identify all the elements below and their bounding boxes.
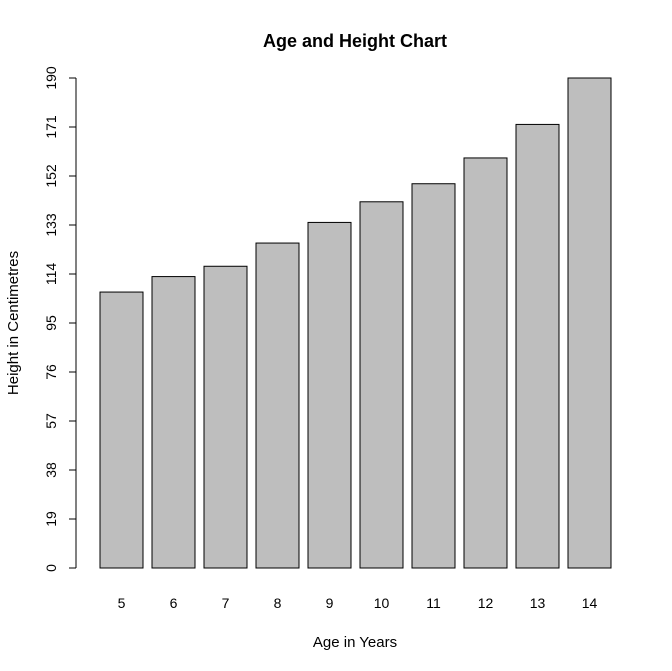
bar-6 xyxy=(151,276,196,569)
bar-12 xyxy=(463,157,508,569)
bar-10 xyxy=(359,201,404,569)
x-tick-label: 11 xyxy=(426,595,441,611)
y-tick-label: 19 xyxy=(43,511,59,527)
bar-5 xyxy=(99,291,144,569)
bar-14 xyxy=(567,77,612,569)
x-tick-labels: 5 6 7 8 9 10 11 12 13 14 xyxy=(118,595,598,611)
chart-title: Age and Height Chart xyxy=(263,31,447,51)
y-tick-label: 190 xyxy=(43,66,59,90)
y-tick-label: 76 xyxy=(43,364,59,380)
y-tick-label: 114 xyxy=(43,263,59,286)
y-axis-label: Height in Centimetres xyxy=(5,251,22,395)
x-tick-label: 7 xyxy=(222,595,230,611)
x-tick-label: 14 xyxy=(582,595,598,611)
x-tick-label: 13 xyxy=(530,595,546,611)
y-tick-label: 38 xyxy=(43,462,59,478)
bar-13 xyxy=(515,123,560,569)
bar-7 xyxy=(203,265,248,569)
x-tick-label: 12 xyxy=(478,595,494,611)
bar-8 xyxy=(255,242,300,569)
y-axis: 0 19 38 57 76 95 114 133 152 171 190 xyxy=(43,66,77,572)
bars-group xyxy=(99,77,612,569)
y-tick-label: 57 xyxy=(43,413,59,429)
y-tick-label: 95 xyxy=(43,315,59,331)
x-tick-label: 5 xyxy=(118,595,126,611)
y-tick-label: 133 xyxy=(43,213,59,237)
x-tick-label: 9 xyxy=(326,595,334,611)
bar-11 xyxy=(411,183,456,569)
y-tick-label: 171 xyxy=(43,115,59,139)
x-tick-label: 10 xyxy=(374,595,390,611)
x-tick-label: 6 xyxy=(170,595,178,611)
bar-9 xyxy=(307,221,352,569)
y-tick-label: 152 xyxy=(43,164,59,188)
x-axis-label: Age in Years xyxy=(313,634,397,651)
y-tick-label: 0 xyxy=(43,564,59,572)
x-tick-label: 8 xyxy=(274,595,282,611)
